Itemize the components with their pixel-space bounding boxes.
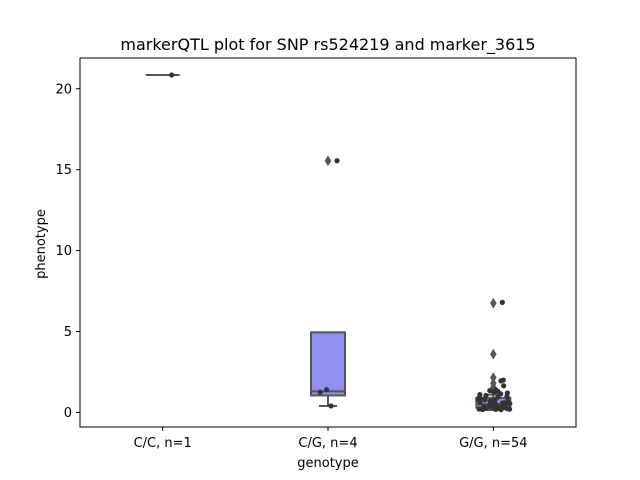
data-point — [499, 299, 505, 305]
data-point — [504, 395, 511, 401]
data-point — [507, 406, 513, 412]
x-tick-label: C/G, n=4 — [298, 436, 357, 451]
x-tick-label: G/G, n=54 — [459, 436, 527, 451]
outlier-marker — [324, 155, 332, 167]
y-tick-label: 10 — [55, 244, 72, 259]
outlier-marker — [490, 297, 497, 309]
data-point — [487, 387, 493, 394]
x-tick-label: C/C, n=1 — [134, 436, 192, 451]
data-point — [495, 394, 501, 400]
tick-layer: 0 5 10 15 20 C/C, n=1 C/G, n=4 G/G, n=54 — [55, 82, 527, 451]
data-point — [480, 406, 486, 413]
chart-title: markerQTL plot for SNP rs524219 and mark… — [120, 35, 535, 55]
y-tick-label: 20 — [55, 82, 72, 97]
y-tick-label: 0 — [64, 406, 72, 421]
plot-area — [145, 72, 513, 413]
data-point — [498, 407, 504, 413]
data-point — [169, 72, 175, 78]
data-point — [482, 397, 488, 403]
box-body — [310, 331, 346, 397]
data-point — [491, 389, 497, 395]
x-axis-label: genotype — [297, 456, 358, 471]
data-point — [328, 403, 334, 409]
data-point — [493, 406, 499, 412]
y-tick-label: 5 — [64, 325, 72, 340]
data-point — [483, 392, 489, 399]
data-point — [317, 389, 323, 395]
data-point — [501, 383, 507, 389]
data-point — [507, 400, 513, 407]
y-axis-label: phenotype — [34, 209, 49, 279]
data-point — [477, 399, 483, 405]
y-tick-label: 15 — [55, 163, 72, 178]
data-point — [323, 387, 330, 393]
data-point — [498, 378, 504, 384]
data-point — [487, 404, 493, 410]
data-point — [334, 158, 340, 164]
outlier-marker — [490, 348, 497, 360]
